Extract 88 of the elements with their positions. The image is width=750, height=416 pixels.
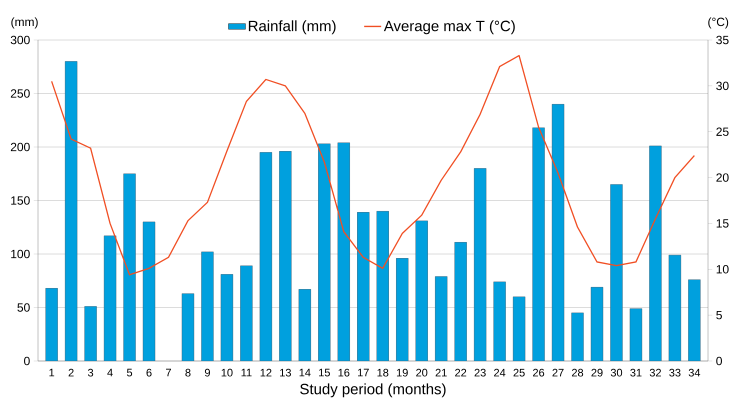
x-tick-label: 28 [572, 368, 584, 377]
bar [630, 308, 642, 361]
x-tick-label: 32 [650, 368, 661, 377]
x-tick-label: 12 [260, 368, 272, 376]
x-tick-label: 29 [591, 368, 603, 377]
x-tick-label: 33 [669, 368, 681, 377]
x-tick-label: 1 [49, 368, 54, 376]
bar [532, 128, 545, 361]
y2-tick-label: 30 [716, 82, 729, 90]
bar [493, 282, 506, 361]
bar [474, 168, 486, 361]
bar [338, 142, 350, 361]
y-tick-label: 200 [10, 142, 30, 152]
x-tick-label: 25 [514, 368, 525, 377]
bar [64, 61, 78, 361]
bar [84, 306, 97, 361]
bar [318, 144, 331, 361]
x-tick-label: 22 [455, 368, 466, 376]
x-tick-label: 14 [300, 368, 311, 376]
x-tick-label: 4 [107, 368, 113, 376]
x-tick-label: 18 [377, 368, 388, 377]
x-tick-label: 9 [204, 368, 210, 377]
y-tick-label: 300 [10, 36, 30, 44]
bar [512, 296, 526, 361]
bar [279, 151, 292, 361]
bar [590, 286, 604, 361]
bar [123, 174, 136, 361]
bar [142, 222, 156, 361]
x-tick-label: 30 [610, 368, 622, 377]
x-tick-label: 3 [88, 368, 94, 377]
y-tick-label: 150 [11, 196, 30, 205]
y-tick-label: 50 [17, 303, 30, 312]
y2-tick-label: 0 [716, 356, 722, 366]
x-tick-label: 13 [280, 368, 291, 377]
bar [298, 289, 312, 361]
bar [434, 276, 448, 361]
bar [552, 104, 564, 361]
x-tick-label: 2 [68, 368, 74, 376]
x-tick-label: 6 [146, 368, 152, 377]
x-tick-label: 27 [552, 368, 564, 376]
x-tick-label: 19 [396, 368, 408, 377]
line-series [50, 54, 696, 276]
y2-tick-label: 5 [716, 310, 722, 320]
bar [104, 236, 116, 361]
bar [571, 312, 584, 361]
y-tick-label: 250 [10, 89, 30, 98]
y-tick-label: 0 [24, 356, 30, 366]
x-tick-label: 20 [416, 368, 428, 377]
bar [240, 266, 253, 361]
x-tick-label: 17 [358, 368, 369, 376]
x-tick-label: 15 [319, 368, 330, 376]
x-tick-label: 23 [474, 368, 486, 377]
bar [610, 184, 623, 361]
y2-tick-label: 10 [716, 265, 729, 274]
y2-tick-label: 20 [716, 173, 729, 182]
bar [649, 146, 662, 361]
x-tick-label: 8 [185, 368, 191, 377]
bar [220, 274, 234, 361]
x-tick-label: 34 [688, 368, 700, 377]
y-tick-label: 100 [11, 250, 30, 258]
y2-tick-label: 25 [716, 127, 729, 136]
bar [182, 293, 194, 361]
bar [396, 258, 408, 361]
bar [376, 211, 389, 361]
x-tick-label: 10 [222, 368, 233, 377]
legend-label: Rainfall (mm) [248, 20, 336, 34]
x-tick-label: 16 [338, 368, 350, 377]
y2-tick-label: 15 [716, 219, 729, 228]
x-tick-label: 11 [242, 368, 252, 376]
bar [357, 212, 370, 361]
bar [45, 288, 58, 361]
legend-label: Average max T (°C) [384, 20, 515, 34]
bar [454, 242, 467, 361]
y2-axis-title: (°C) [708, 17, 728, 28]
bar [260, 152, 272, 361]
bar [201, 252, 214, 361]
bar [668, 254, 682, 361]
x-tick-label: 21 [436, 368, 447, 376]
bar [416, 220, 428, 361]
y-axis-title: (mm) [11, 17, 38, 28]
x-tick-label: 31 [630, 368, 642, 377]
x-tick-label: 7 [166, 368, 171, 376]
x-tick-label: 5 [126, 368, 132, 376]
bar [688, 279, 701, 361]
y2-tick-label: 35 [716, 36, 729, 44]
x-tick-label: 24 [494, 368, 506, 376]
x-axis-title: Study period (months) [300, 383, 446, 398]
x-tick-label: 26 [533, 368, 544, 377]
